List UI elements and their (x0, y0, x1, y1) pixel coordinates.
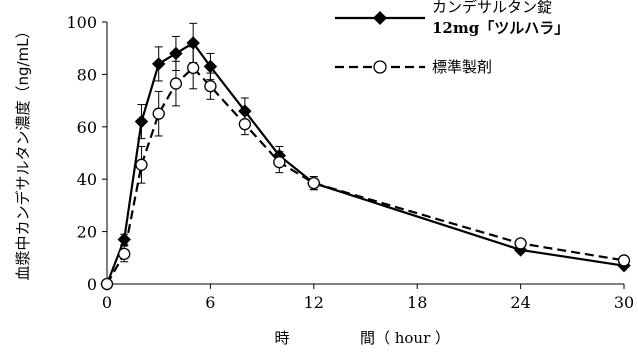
legend-label-reference: 標準製剤 (432, 58, 492, 76)
series-2 (100, 46, 631, 291)
legend-label-test-line1: カンデサルタン錠 (432, 0, 552, 16)
data-point-circle (307, 176, 320, 190)
data-point-circle (238, 118, 252, 131)
data-point-circle (118, 247, 131, 261)
y-tick-label: 40 (77, 170, 97, 189)
data-point-circle (135, 158, 148, 171)
legend-marker-diamond (373, 11, 387, 25)
x-axis-title-part2: 間（ hour ） (360, 329, 450, 347)
data-point-circle (169, 77, 183, 90)
y-tick-label: 20 (77, 223, 97, 242)
data-point-circle (100, 277, 114, 291)
data-point-circle (617, 254, 631, 267)
data-point-diamond (134, 114, 149, 129)
data-point-circle (187, 61, 200, 74)
axis-titles: 時 間（ hour ） 血漿中カンデサルタン濃度（ng/mL） (14, 23, 450, 347)
legend-label-test-line2: 12mg「ツルハラ」 (432, 19, 569, 37)
data-point-diamond (203, 59, 218, 74)
x-tick-label: 24 (510, 293, 530, 312)
x-tick-label: 30 (614, 293, 634, 312)
series-line (106, 66, 625, 285)
series-layer (100, 22, 631, 291)
y-tick-label: 100 (66, 13, 97, 32)
x-tick-label: 6 (205, 293, 215, 312)
data-point-diamond (169, 46, 183, 61)
y-tick-label: 60 (77, 118, 97, 137)
y-axis-title: 血漿中カンデサルタン濃度（ng/mL） (14, 23, 32, 280)
y-tick-label: 80 (77, 65, 97, 84)
x-tick-label: 18 (407, 293, 427, 312)
data-point-diamond (151, 57, 166, 71)
x-tick-label: 0 (102, 293, 112, 312)
y-tick-label: 0 (87, 275, 97, 294)
data-point-circle (514, 237, 527, 250)
series-1 (100, 22, 631, 291)
tick-labels: 0 20 40 60 80 100 0 6 12 18 24 30 (66, 13, 634, 312)
legend: カンデサルタン錠 12mg「ツルハラ」標準製剤 (335, 0, 569, 76)
data-point-circle (204, 80, 217, 93)
axes (102, 21, 625, 289)
data-point-diamond (117, 232, 131, 247)
x-tick-label: 12 (304, 293, 324, 312)
x-axis-title-part1: 時 (274, 329, 289, 347)
legend-marker-circle (373, 60, 387, 74)
data-point-circle (152, 107, 165, 120)
data-point-circle (273, 156, 286, 169)
